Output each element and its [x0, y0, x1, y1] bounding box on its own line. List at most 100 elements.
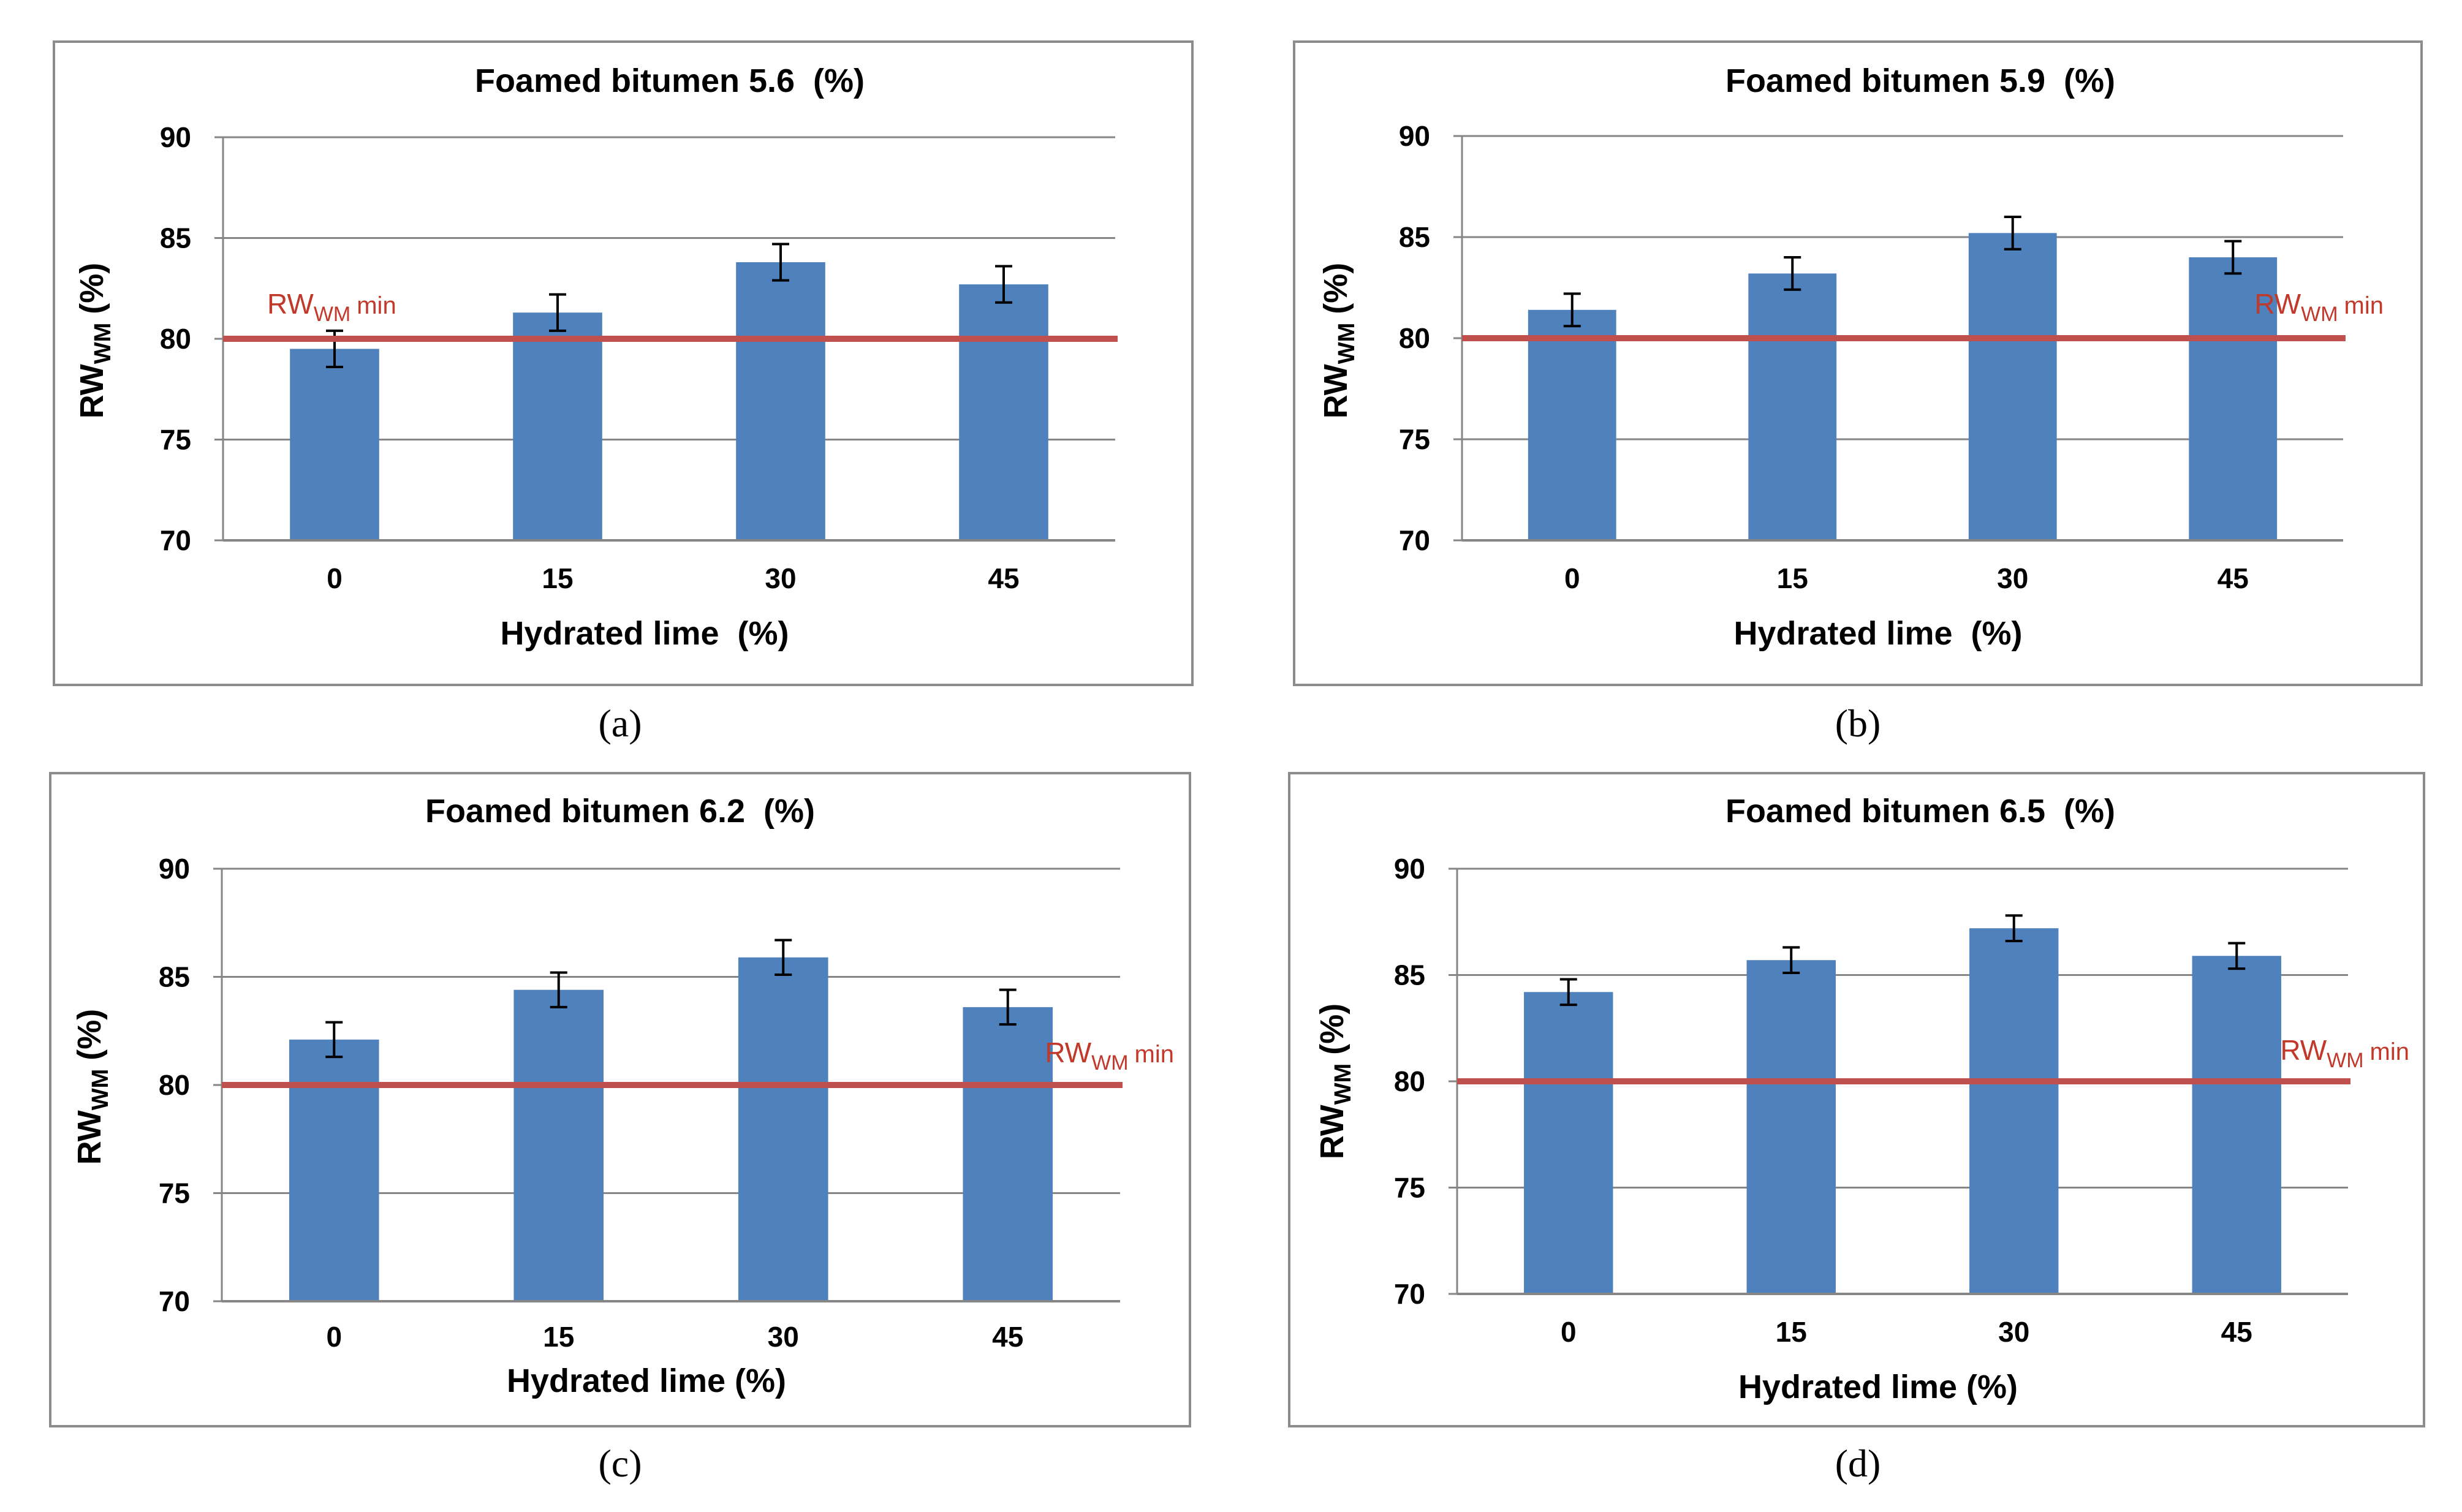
- reference-label-suffix: min: [2344, 292, 2384, 319]
- y-tick-label: 75: [1399, 423, 1430, 455]
- y-tick-label: 80: [159, 1069, 190, 1101]
- x-tick-label: 0: [327, 562, 343, 594]
- y-axis-label: RWWM (%): [71, 1009, 113, 1165]
- y-tick-label: 80: [1394, 1065, 1425, 1097]
- reference-label-main: RW: [267, 288, 314, 320]
- bar-0: [1524, 992, 1613, 1294]
- bar-45: [2192, 956, 2281, 1294]
- x-tick-label: 15: [1776, 1316, 1807, 1348]
- reference-label-sub: WM: [1091, 1051, 1128, 1075]
- bar-0: [289, 1039, 379, 1301]
- y-tick-label: 85: [160, 222, 191, 254]
- reference-label-main: RW: [1045, 1037, 1091, 1068]
- bar-30: [1968, 233, 2057, 540]
- y-tick-label: 90: [159, 853, 190, 885]
- chart-title: Foamed bitumen 6.2 (%): [425, 793, 815, 830]
- y-axis-label-sub: WM: [90, 323, 116, 365]
- x-tick-label: 30: [1998, 1316, 2029, 1348]
- bar-0: [290, 349, 379, 540]
- y-axis-label: RWWM (%): [74, 263, 116, 419]
- bar-30: [738, 957, 828, 1301]
- y-axis-label: RWWM (%): [1314, 1004, 1356, 1160]
- chart-title: Foamed bitumen 5.6 (%): [475, 62, 865, 99]
- reference-label: RWWM min: [2280, 1034, 2409, 1072]
- reference-label-suffix: min: [1135, 1041, 1174, 1068]
- y-axis-label-unit: (%): [1314, 1004, 1350, 1055]
- x-tick-label: 0: [1561, 1316, 1577, 1348]
- x-tick-label: 45: [988, 562, 1019, 594]
- bar-45: [2189, 257, 2278, 540]
- y-tick-label: 70: [160, 524, 191, 556]
- bar-30: [1969, 928, 2059, 1294]
- y-axis-label-main: RW: [1314, 1105, 1350, 1159]
- y-tick-label: 85: [1399, 221, 1430, 253]
- y-tick-label: 75: [160, 424, 191, 456]
- reference-label-main: RW: [2254, 288, 2301, 320]
- y-tick-label: 90: [1394, 853, 1425, 885]
- y-axis-label-main: RW: [71, 1110, 108, 1165]
- x-axis-label: Hydrated lime (%): [500, 615, 789, 652]
- reference-label-sub: WM: [2301, 303, 2338, 326]
- panel-caption: (c): [598, 1442, 642, 1485]
- y-axis-label-unit: (%): [1317, 263, 1354, 314]
- y-tick-label: 85: [1394, 959, 1425, 991]
- y-tick-label: 90: [1399, 120, 1430, 152]
- reference-label: RWWM min: [267, 288, 396, 326]
- y-axis-label-unit: (%): [71, 1009, 108, 1060]
- y-axis-label-sub: WM: [1334, 323, 1360, 365]
- reference-label: RWWM min: [1045, 1037, 1174, 1075]
- reference-label-main: RW: [2280, 1034, 2327, 1066]
- y-tick-label: 70: [1399, 524, 1430, 556]
- bar-0: [1528, 309, 1616, 540]
- chart-title: Foamed bitumen 5.9 (%): [1725, 62, 2115, 99]
- y-tick-label: 80: [160, 323, 191, 355]
- reference-label-suffix: min: [2370, 1038, 2409, 1065]
- x-tick-label: 15: [543, 1321, 574, 1353]
- reference-label: RWWM min: [2254, 288, 2384, 326]
- y-tick-label: 85: [159, 961, 190, 993]
- y-axis-label-main: RW: [1317, 364, 1354, 418]
- x-tick-label: 15: [1777, 562, 1808, 594]
- y-tick-label: 75: [1394, 1172, 1425, 1204]
- chart-frame: [1288, 772, 2425, 1427]
- y-tick-label: 90: [160, 121, 191, 153]
- x-axis-label: Hydrated lime (%): [1738, 1369, 2018, 1405]
- x-tick-label: 0: [326, 1321, 342, 1353]
- x-tick-label: 30: [768, 1321, 799, 1353]
- bar-15: [1748, 273, 1837, 540]
- y-axis-label-unit: (%): [74, 263, 110, 314]
- bar-30: [736, 262, 825, 540]
- y-axis-label-sub: WM: [1330, 1064, 1356, 1105]
- x-tick-label: 30: [765, 562, 796, 594]
- reference-label-sub: WM: [314, 303, 350, 326]
- reference-label-suffix: min: [357, 292, 396, 319]
- x-tick-label: 0: [1564, 562, 1580, 594]
- y-axis-label-sub: WM: [88, 1069, 113, 1111]
- bar-45: [959, 284, 1048, 540]
- x-tick-label: 45: [992, 1321, 1023, 1353]
- chart-title: Foamed bitumen 6.5 (%): [1725, 793, 2115, 830]
- bar-15: [513, 989, 604, 1301]
- y-tick-label: 70: [159, 1285, 190, 1317]
- y-tick-label: 70: [1394, 1278, 1425, 1310]
- bar-45: [963, 1007, 1053, 1301]
- bar-15: [513, 312, 602, 540]
- x-axis-label: Hydrated lime (%): [507, 1363, 786, 1399]
- y-tick-label: 75: [159, 1177, 190, 1209]
- y-axis-label: RWWM (%): [1317, 263, 1360, 419]
- panel-caption: (b): [1835, 701, 1881, 745]
- panel-caption: (a): [598, 701, 642, 745]
- reference-label-sub: WM: [2327, 1049, 2363, 1072]
- y-axis-label-main: RW: [74, 364, 110, 418]
- x-tick-label: 30: [1997, 562, 2028, 594]
- x-tick-label: 45: [2221, 1316, 2252, 1348]
- x-tick-label: 45: [2218, 562, 2249, 594]
- panel-caption: (d): [1835, 1442, 1881, 1485]
- x-tick-label: 15: [542, 562, 573, 594]
- bar-15: [1746, 960, 1836, 1294]
